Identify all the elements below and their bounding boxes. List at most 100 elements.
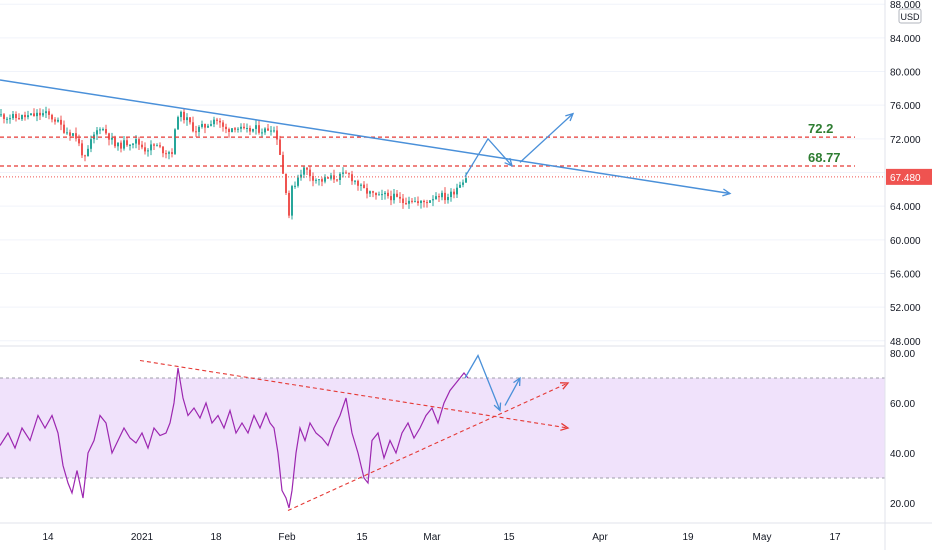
y-tick-label: 84.000: [890, 34, 921, 45]
candle-body: [375, 192, 377, 196]
y-tick-label: 64.000: [890, 202, 921, 213]
candle-body: [81, 143, 83, 156]
oscillator-line: [0, 367, 469, 509]
x-tick-label: 18: [210, 532, 222, 543]
candle-body: [174, 129, 176, 154]
candle-body: [117, 142, 119, 147]
candle-body: [384, 192, 386, 195]
candle-body: [12, 114, 14, 119]
x-tick-label: 15: [356, 532, 368, 543]
last-price-badge: [886, 168, 932, 185]
candle-body: [39, 112, 41, 116]
candle-body: [189, 117, 191, 123]
candle-body: [270, 130, 272, 132]
candle-body: [249, 127, 251, 132]
resistance-line: [139, 359, 569, 429]
trend-line: [0, 79, 731, 195]
candle-body: [378, 194, 380, 196]
currency-label: USD: [900, 12, 920, 22]
candle-body: [267, 128, 269, 131]
candle-body: [225, 126, 227, 130]
candle-body: [153, 144, 155, 146]
candle-body: [414, 201, 416, 203]
candle-body: [420, 200, 422, 204]
candle-body: [186, 117, 188, 121]
candle-body: [165, 153, 167, 155]
candle-body: [348, 173, 350, 175]
candle-body: [114, 137, 116, 147]
candle-body: [66, 132, 68, 134]
candle-body: [354, 180, 356, 182]
candle-body: [15, 114, 17, 119]
candle-body: [84, 155, 86, 157]
candle-body: [6, 118, 8, 120]
candle-body: [432, 199, 434, 201]
oscillator-y-tick-label: 80.00: [890, 349, 915, 360]
candle-body: [312, 176, 314, 181]
x-tick-label: 15: [503, 532, 515, 543]
candle-body: [33, 113, 35, 117]
x-tick-label: 17: [829, 532, 841, 543]
x-tick-label: Feb: [278, 532, 296, 543]
candle-body: [390, 196, 392, 201]
candle-body: [21, 114, 23, 120]
candle-body: [399, 196, 401, 199]
candle-body: [252, 128, 254, 132]
trend-line-arrowhead: [722, 188, 732, 197]
x-tick-label: Mar: [423, 532, 441, 543]
candle-body: [327, 177, 329, 179]
y-tick-label: 72.000: [890, 135, 921, 146]
candle-body: [120, 142, 122, 149]
candle-body: [408, 200, 410, 204]
support-line: [287, 382, 569, 512]
candle-body: [36, 112, 38, 117]
candle-body: [423, 200, 425, 203]
candle-body: [108, 133, 110, 140]
candle-body: [198, 126, 200, 132]
candle-body: [138, 139, 140, 145]
candle-body: [3, 114, 5, 119]
candle-body: [228, 129, 230, 132]
projection-arrow: [519, 113, 574, 163]
candle-body: [276, 130, 278, 140]
candle-body: [96, 130, 98, 135]
candle-body: [465, 178, 467, 183]
candle-body: [102, 129, 104, 131]
x-tick-label: 14: [42, 532, 54, 543]
candle-body: [438, 196, 440, 198]
candle-body: [366, 188, 368, 194]
candle-body: [417, 201, 419, 204]
currency-badge[interactable]: [898, 8, 922, 24]
candle-body: [231, 128, 233, 132]
candle-body: [171, 152, 173, 154]
y-tick-label: 48.000: [890, 337, 921, 348]
candle-body: [324, 177, 326, 182]
candle-body: [462, 182, 464, 185]
candle-body: [360, 184, 362, 186]
candle-body: [48, 111, 50, 115]
candle-body: [333, 175, 335, 180]
candle-body: [411, 200, 413, 202]
oscillator-y-tick-label: 40.00: [890, 449, 915, 460]
candle-body: [237, 128, 239, 130]
candle-body: [150, 144, 152, 151]
candle-body: [183, 111, 185, 121]
candle-body: [87, 148, 89, 157]
oscillator-projection-arrowhead: [513, 376, 521, 387]
level-label: 72.2: [808, 121, 833, 136]
candle-body: [240, 126, 242, 129]
candle-body: [234, 128, 236, 130]
candle-body: [318, 179, 320, 181]
y-tick-label: 52.000: [890, 303, 921, 314]
candle-body: [54, 119, 56, 122]
candle-body: [387, 192, 389, 197]
candle-body: [315, 179, 317, 181]
candle-body: [285, 173, 287, 193]
candle-body: [159, 145, 161, 147]
candle-body: [9, 118, 11, 120]
candle-body: [177, 117, 179, 130]
candle-body: [405, 203, 407, 205]
candle-body: [336, 179, 338, 181]
oscillator-projection-arrow: [504, 377, 521, 406]
